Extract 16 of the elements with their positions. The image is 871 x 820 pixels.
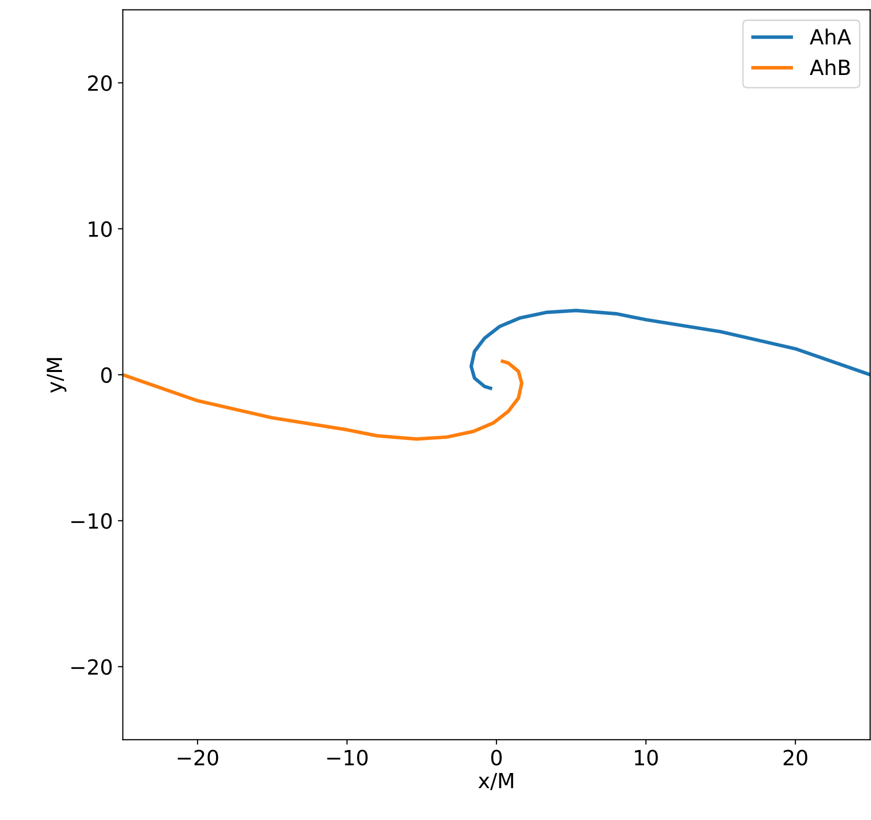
legend-label: AhB <box>810 59 850 75</box>
y-tick-label: 0 <box>101 367 112 383</box>
y-axis-title: y/M <box>46 358 66 393</box>
y-tick-label: −20 <box>71 659 112 675</box>
x-tick-label: 20 <box>784 750 808 766</box>
x-tick-label: 10 <box>634 750 658 766</box>
y-tick-label: 10 <box>88 221 112 237</box>
x-tick-label: 0 <box>491 750 502 766</box>
x-axis-title: x/M <box>478 772 514 790</box>
x-tick-label: −20 <box>178 750 218 766</box>
line-series <box>122 358 524 441</box>
y-tick-label: 20 <box>88 75 112 92</box>
x-tick-label: −10 <box>327 750 368 766</box>
y-tick-label: −10 <box>71 513 112 529</box>
legend-label: AhA <box>810 28 852 44</box>
line-series <box>469 308 870 390</box>
